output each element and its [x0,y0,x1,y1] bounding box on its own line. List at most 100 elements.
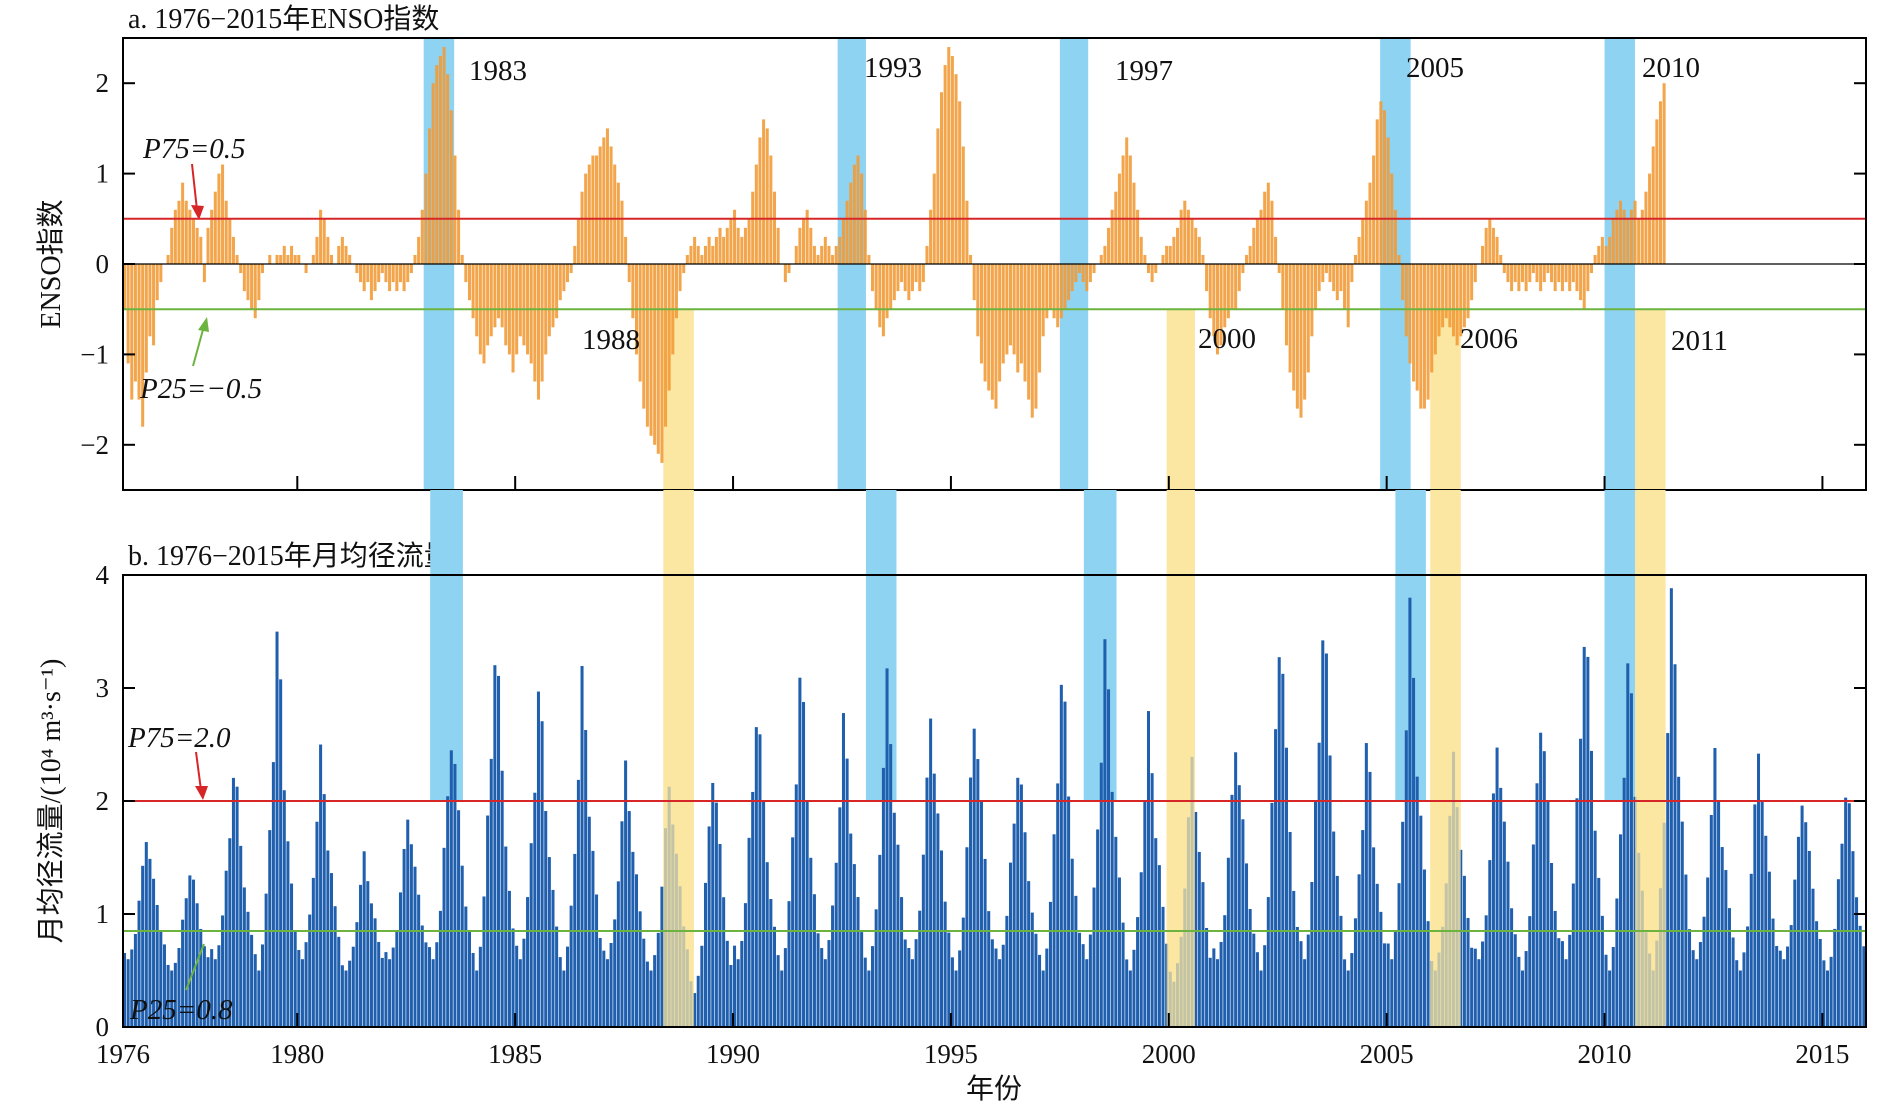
enso-bar [1524,264,1528,292]
panel-a-x-ticks [296,476,1824,490]
enso-bar [1067,264,1071,301]
runoff-bar [409,844,413,1027]
runoff-bar [747,837,751,1027]
enso-bar [994,264,998,409]
enso-bar [359,264,363,283]
enso-bar [1194,227,1198,264]
enso-bar [573,245,577,264]
runoff-bar [366,881,370,1027]
runoff-bar [337,936,341,1027]
runoff-bar [1306,934,1310,1027]
enso-bar [1277,264,1281,274]
runoff-bars [123,575,1866,1027]
runoff-bar [1789,925,1793,1027]
runoff-bar [576,779,580,1027]
runoff-bar [874,909,878,1027]
runoff-bar [1368,771,1372,1027]
runoff-bar [457,810,461,1027]
runoff-bar [1557,938,1561,1027]
runoff-bar [202,946,206,1027]
runoff-bar [994,948,998,1027]
enso-bar [1150,264,1154,283]
enso-bar [863,209,867,264]
enso-bar [551,264,555,328]
runoff-bar [907,948,911,1027]
enso-bar [380,264,384,274]
runoff-bar [1110,791,1114,1027]
runoff-bar [1107,689,1111,1027]
enso-bar [871,264,875,292]
runoff-bar [725,940,729,1027]
runoff-bar [141,865,145,1027]
enso-bar [1622,209,1626,264]
x-tick-label: 1990 [706,1039,760,1069]
x-tick-label: 2000 [1142,1039,1196,1069]
enso-bar [188,209,192,264]
runoff-bar [580,665,584,1027]
runoff-bar [1851,851,1855,1027]
enso-p75-arrowhead [191,205,204,220]
runoff-bar [424,942,428,1027]
runoff-bar [1121,922,1125,1027]
enso-bar [1255,218,1259,264]
runoff-bar [896,844,900,1027]
enso-bar [1553,264,1557,292]
enso-bar [199,236,203,264]
panel-b: b. 1976−2015年月均径流量 4 3 2 1 0 1976 1980 1985 199… [35,490,1867,1105]
enso-bar [867,254,871,264]
enso-bar [1292,264,1296,391]
runoff-bar [315,821,319,1027]
runoff-bar [631,851,635,1027]
enso-bar [319,209,323,264]
runoff-bar [1738,970,1742,1027]
enso-bar [1317,264,1321,292]
runoff-bar [264,893,268,1027]
runoff-bar [224,870,228,1027]
enso-bar [1546,264,1550,274]
runoff-bar [344,970,348,1027]
runoff-bar [1074,895,1078,1027]
event-label-2000: 2000 [1198,323,1256,355]
enso-bar [181,182,185,264]
enso-bar [1183,200,1187,264]
enso-bar [831,254,835,264]
runoff-bar [860,932,864,1027]
runoff-bar [649,970,653,1027]
runoff-bar [333,906,337,1027]
runoff-bar [780,970,784,1027]
enso-bar [769,155,773,264]
enso-bar [1658,101,1662,264]
runoff-bar [1030,912,1034,1027]
enso-bar [1481,245,1485,264]
runoff-bar [1139,872,1143,1027]
enso-bar [1393,209,1397,264]
runoff-p75-arrowhead [195,786,208,800]
enso-bar [562,264,566,292]
enso-bar [297,254,301,264]
enso-bar [144,264,148,373]
runoff-bar [1226,857,1230,1027]
enso-bar [340,236,344,264]
runoff-bar [1252,933,1256,1027]
enso-bar [1448,264,1452,328]
high-flow-band [430,575,463,801]
runoff-bar [1818,938,1822,1027]
enso-bar [609,146,613,264]
enso-bar [714,236,718,264]
enso-bar [213,191,217,264]
runoff-bar [1666,733,1670,1027]
enso-bar [250,264,254,310]
runoff-bar [1422,869,1426,1027]
runoff-bar [1317,742,1321,1027]
runoff-bar [493,665,497,1027]
enso-bar [1444,264,1448,319]
enso-bar [1038,264,1042,373]
runoff-bar [979,802,983,1027]
runoff-bar [1589,750,1593,1027]
enso-bar [1571,264,1575,283]
runoff-bar [1012,823,1016,1027]
enso-bar [126,264,130,364]
runoff-bar [740,940,744,1027]
enso-bar [743,227,747,264]
runoff-bar [1535,783,1539,1027]
